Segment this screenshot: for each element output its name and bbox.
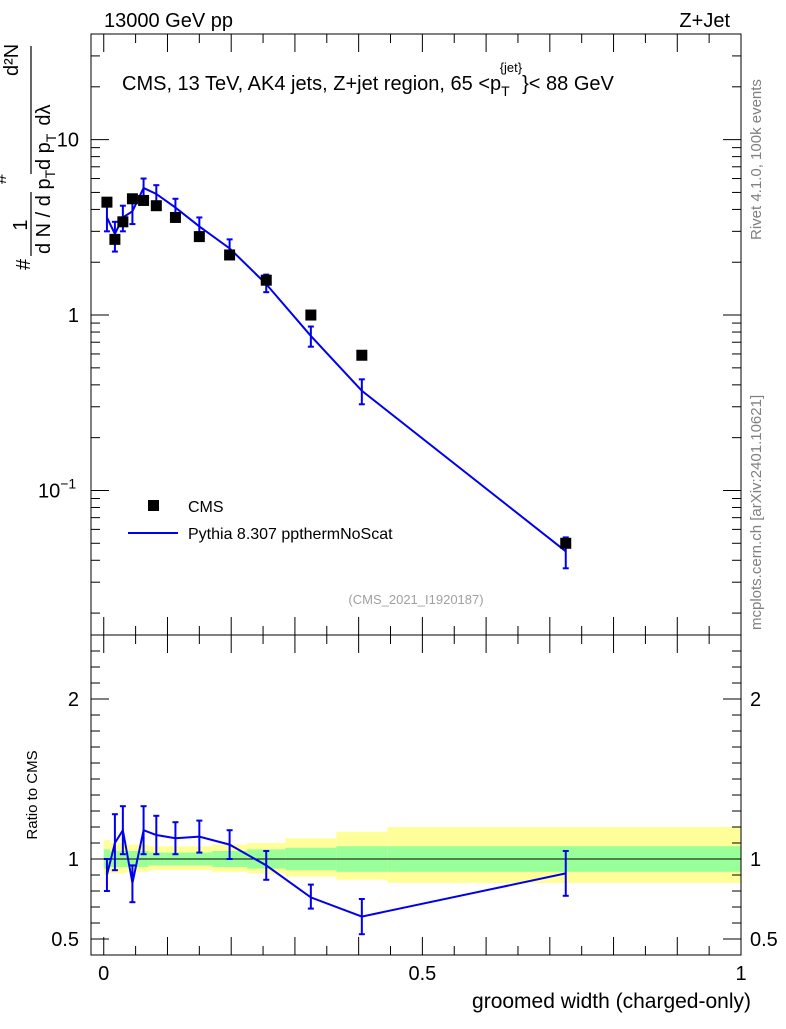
x-tick-label: 0.5 <box>408 963 436 985</box>
data-marks <box>101 177 572 936</box>
cms-data-point <box>305 309 317 321</box>
ylabel-den-dp: d p <box>33 142 55 170</box>
ylabel-den-sub: T <box>43 133 59 142</box>
plot-title-sup: {jet} <box>500 60 523 75</box>
ratio-y-tick-label-right: 1 <box>750 849 761 871</box>
legend-label-cms: CMS <box>188 499 224 516</box>
ylabel-hash-2: # <box>0 174 10 184</box>
ratio-y-tick-label: 0.5 <box>51 929 79 951</box>
rivet-label: Rivet 4.1.0, 100k events <box>748 79 765 240</box>
ratio-y-tick-label-right: 2 <box>750 689 761 711</box>
cms-data-point <box>109 233 121 245</box>
cms-data-point <box>101 196 113 208</box>
ratio-panel-frame <box>90 634 742 956</box>
cms-data-point <box>193 231 205 243</box>
header-left: 13000 GeV pp <box>104 10 233 32</box>
uncertainty-bands <box>91 827 741 883</box>
cms-data-point <box>169 211 181 223</box>
cms-data-point <box>138 194 150 206</box>
main-panel-frame <box>90 33 742 636</box>
y-tick-label: 10 <box>57 130 79 152</box>
plot-title: CMS, 13 TeV, AK4 jets, Z+jet region, 65 … <box>122 60 615 99</box>
ratio-y-tick-label: 2 <box>68 689 79 711</box>
ratio-y-axis-label: Ratio to CMS <box>24 750 41 839</box>
cms-data-point <box>260 274 272 286</box>
main-y-axis-label: # 1 d N / d pT # d²N d pTdλ <box>0 44 59 270</box>
y-tick-label: 10−1 <box>38 475 76 502</box>
ylabel-frac-bottom: d N / d pT <box>33 169 58 254</box>
ylabel-frac-bottom-sub: T <box>42 169 58 178</box>
ylabel-hash-1: # <box>13 258 35 270</box>
cms-data-point <box>150 200 162 212</box>
legend-marker-cms <box>148 500 159 511</box>
y-tick-label: 1 <box>68 305 79 327</box>
legend: CMS Pythia 8.307 ppthermNoScat <box>128 499 393 543</box>
cms-data-point <box>126 193 138 205</box>
plot-title-suffix: }< 88 GeV <box>522 73 614 95</box>
plot-title-sub: T <box>501 83 510 99</box>
x-axis-label: groomed width (charged-only) <box>472 990 751 1013</box>
analysis-caption: (CMS_2021_I1920187) <box>348 592 483 607</box>
plot-title-prefix: CMS, 13 TeV, AK4 jets, Z+jet region, 65 … <box>122 73 501 95</box>
cms-data-point <box>117 216 129 228</box>
cms-data-point <box>560 537 572 549</box>
ratio-y-tick-label-right: 0.5 <box>750 929 778 951</box>
x-tick-label: 0 <box>98 963 109 985</box>
ylabel-denominator: d pTdλ <box>33 105 59 171</box>
legend-label-pythia: Pythia 8.307 ppthermNoScat <box>188 526 393 543</box>
cms-data-point <box>356 349 368 361</box>
ylabel-numerator: d²N <box>1 44 23 76</box>
ratio-y-tick-label: 1 <box>68 849 79 871</box>
header-right: Z+Jet <box>679 10 730 32</box>
mc-series-line <box>106 186 567 553</box>
x-tick-label: 1 <box>735 963 746 985</box>
cms-data-point <box>224 249 236 261</box>
y-tick-label-exp: −1 <box>60 475 76 491</box>
ylabel-den-dl: dλ <box>33 105 55 126</box>
ylabel-frac-top: 1 <box>10 219 32 230</box>
ylabel-frac-bottom-text: d N / d p <box>33 178 55 254</box>
mcplots-label: mcplots.cern.ch [arXiv:2401.10621] <box>748 395 765 630</box>
y-tick-label-base: 10 <box>38 480 60 502</box>
